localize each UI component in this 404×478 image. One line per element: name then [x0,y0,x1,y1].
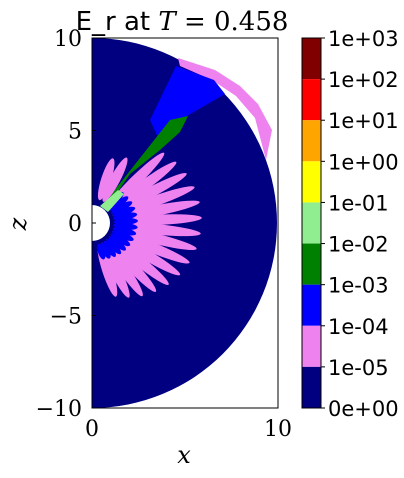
blue-spoke [113,212,138,221]
blue-spoke [103,240,116,257]
blue-spoke [113,226,137,236]
colorbar-segment [302,284,321,326]
pink-petal [102,157,128,202]
colorbar-segment [302,202,321,244]
colorbar-segment [302,79,321,121]
y-tick-label: 0 [68,212,82,237]
colorbar-level-label: 0e+00 [328,397,399,421]
colorbar-segment [302,120,321,162]
colorbar-frame [301,37,322,409]
colorbar-level-label: 1e-03 [328,274,389,298]
colorbar-level-label: 1e-04 [328,315,389,339]
pink-region-upper-rim [178,58,272,160]
half-disk-domain [92,38,277,408]
y-tick-label: 10 [54,27,82,52]
y-tick-label: 5 [68,120,82,145]
blue-spoke [112,230,134,241]
y-tick-label: −10 [36,397,82,422]
y-axis-label: z [4,217,32,231]
chart-title: E_r at T = 0.458 [76,7,289,37]
colorbar-level-label: 1e-05 [328,356,389,380]
colorbar-level-label: 1e-02 [328,233,389,257]
colorbar-segment [302,161,321,203]
colorbar-segment [302,366,321,408]
blue-spoke [108,236,126,251]
colorbar-level-label: 1e+02 [328,68,399,92]
x-ticks: 0 10 [85,404,292,442]
colorbar: 1e+03 1e+02 1e+01 1e+00 1e-01 1e-02 1e-03 1e-04… [301,27,399,421]
blue-spoke [111,201,133,214]
x-tick-label: 0 [85,417,99,442]
green-wedge [110,116,188,200]
inner-boundary-cutout [92,205,110,241]
x-tick-label: 10 [264,417,292,442]
blue-spoke [112,206,136,217]
x-axis-label: x [177,441,191,469]
colorbar-level-label: 1e+01 [328,109,399,133]
colorbar-level-label: 1e-01 [328,191,389,215]
colorbar-level-label: 1e+00 [328,150,399,174]
blue-spoke [109,196,129,211]
y-tick-label: −5 [50,305,82,330]
pink-petal [97,158,115,201]
blue-spoke [106,238,122,255]
blue-spoke [100,242,111,259]
blue-spoke [110,233,131,247]
inner-light-green-ring [100,190,124,212]
colorbar-level-label: 1e+03 [328,27,399,51]
plot-area [92,38,277,408]
colorbar-segment [302,243,321,285]
colorbar-segment [302,38,321,80]
blue-spoke [97,243,106,260]
colorbar-segment [302,325,321,367]
y-ticks: 10 5 0 −5 −10 [36,27,96,422]
